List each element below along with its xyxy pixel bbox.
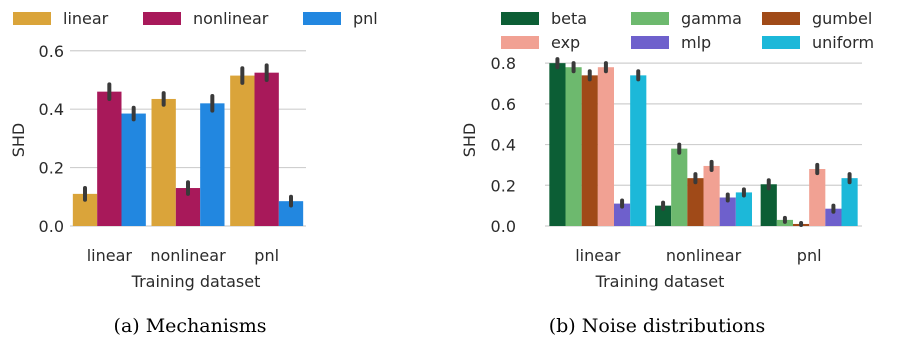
legend-label-beta: beta bbox=[551, 9, 587, 28]
legend-label-uniform: uniform bbox=[812, 33, 874, 52]
legend-swatch-mlp bbox=[631, 36, 669, 49]
bar-gumbel-nonlinear bbox=[687, 178, 704, 226]
legend-swatch-uniform bbox=[762, 36, 800, 49]
legend-swatch-exp bbox=[501, 36, 539, 49]
y-tick-label: 0.6 bbox=[491, 95, 516, 114]
y-tick-label: 0.4 bbox=[491, 136, 516, 155]
bar-linear-nonlinear bbox=[151, 98, 176, 226]
chart-caption: (a) Mechanisms bbox=[114, 315, 267, 337]
bar-gamma-nonlinear bbox=[671, 148, 688, 226]
y-tick-label: 0.0 bbox=[39, 217, 64, 236]
y-tick-label: 0.2 bbox=[39, 159, 64, 178]
legend-label-nonlinear: nonlinear bbox=[193, 9, 269, 28]
bar-linear-pnl bbox=[230, 75, 255, 226]
legend-swatch-nonlinear bbox=[143, 12, 181, 25]
legend-swatch-gamma bbox=[631, 12, 669, 25]
bar-beta-linear bbox=[549, 63, 566, 227]
bar-pnl-nonlinear bbox=[200, 103, 225, 226]
y-tick-label: 0.0 bbox=[491, 217, 516, 236]
x-tick-label: pnl bbox=[254, 246, 279, 265]
y-tick-label: 0.6 bbox=[39, 42, 64, 61]
x-tick-label: nonlinear bbox=[666, 246, 742, 265]
bar-uniform-pnl bbox=[841, 178, 858, 226]
legend-swatch-linear bbox=[13, 12, 51, 25]
bar-gumbel-linear bbox=[581, 75, 598, 226]
x-tick-label: linear bbox=[575, 246, 621, 265]
bar-gamma-linear bbox=[565, 67, 582, 226]
x-tick-label: nonlinear bbox=[150, 246, 226, 265]
bar-nonlinear-pnl bbox=[254, 72, 279, 227]
x-tick-label: linear bbox=[87, 246, 133, 265]
y-tick-label: 0.8 bbox=[491, 54, 516, 73]
legend-swatch-beta bbox=[501, 12, 539, 25]
bar-exp-linear bbox=[597, 67, 614, 226]
legend-label-linear: linear bbox=[63, 9, 109, 28]
y-tick-label: 0.4 bbox=[39, 100, 64, 119]
bar-pnl-linear bbox=[121, 113, 146, 226]
bar-mlp-linear bbox=[614, 203, 631, 226]
bar-uniform-nonlinear bbox=[735, 192, 752, 226]
bar-exp-pnl bbox=[809, 169, 826, 226]
bar-mlp-pnl bbox=[825, 208, 842, 226]
x-axis-label: Training dataset bbox=[131, 272, 261, 291]
y-axis-label: SHD bbox=[460, 123, 479, 158]
y-tick-label: 0.2 bbox=[491, 176, 516, 195]
bar-mlp-nonlinear bbox=[719, 197, 736, 226]
bar-beta-pnl bbox=[760, 184, 777, 226]
x-tick-label: pnl bbox=[797, 246, 822, 265]
legend-label-mlp: mlp bbox=[681, 33, 711, 52]
bar-exp-nonlinear bbox=[703, 165, 720, 226]
legend-label-exp: exp bbox=[551, 33, 580, 52]
x-axis-label: Training dataset bbox=[595, 272, 725, 291]
bar-beta-nonlinear bbox=[655, 205, 672, 226]
chart-caption: (b) Noise distributions bbox=[549, 315, 766, 337]
legend-swatch-pnl bbox=[303, 12, 341, 25]
legend-label-gumbel: gumbel bbox=[812, 9, 872, 28]
bar-nonlinear-linear bbox=[97, 91, 122, 227]
legend-label-pnl: pnl bbox=[353, 9, 378, 28]
legend-label-gamma: gamma bbox=[681, 9, 742, 28]
y-axis-label: SHD bbox=[9, 123, 28, 158]
legend-swatch-gumbel bbox=[762, 12, 800, 25]
bar-uniform-linear bbox=[630, 75, 647, 226]
